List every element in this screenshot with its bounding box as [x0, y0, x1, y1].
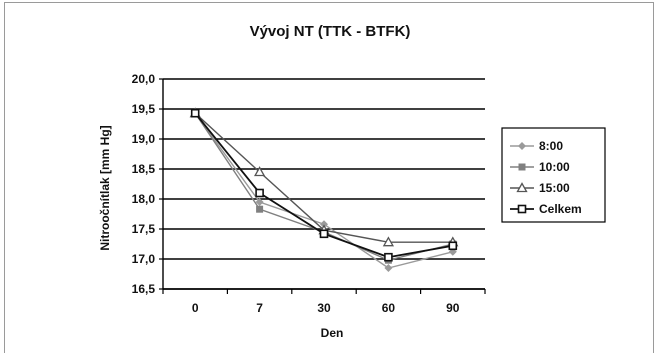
- y-axis-label: Nitroočnítlak [mm Hg]: [98, 125, 112, 250]
- legend-item-1500: 15:00: [510, 181, 570, 195]
- data-point-800: [384, 264, 393, 272]
- data-point-1000: [256, 205, 264, 213]
- y-tick-label: 18,0: [132, 192, 156, 206]
- y-tick-label: 18,5: [132, 162, 156, 176]
- y-tick-labels: 16,5 17,0 17,5 18,0 18,5 19,0 19,5 20,0: [132, 72, 156, 296]
- data-point-celkem: [319, 229, 329, 239]
- x-tick-label: 30: [317, 301, 331, 315]
- y-tick-label: 17,0: [132, 252, 156, 266]
- plot-background: [163, 79, 485, 289]
- y-tick-label: 19,0: [132, 132, 156, 146]
- x-tick-label: 90: [446, 301, 460, 315]
- data-point-800: [320, 220, 328, 229]
- legend-item-800: 8:00: [510, 139, 563, 153]
- x-tick-label: 7: [256, 301, 263, 315]
- x-tick-labels: 0 7 30 60 90: [192, 301, 460, 315]
- x-axis-label: Den: [321, 326, 344, 340]
- data-point-1500: [382, 236, 395, 247]
- chart-frame: [4, 2, 654, 353]
- legend-item-celkem: Celkem: [510, 202, 582, 216]
- data-point-celkem: [255, 188, 264, 198]
- legend: 8:00 10:00 15:00 Celkem: [501, 127, 606, 223]
- legend-swatch-marker: [516, 182, 528, 193]
- data-point-celkem: [448, 241, 458, 251]
- axes: [159, 78, 486, 294]
- data-point-1500: [253, 166, 266, 177]
- chart-title: Vývoj NT (TTK - BTFK): [250, 23, 411, 40]
- data-point-celkem: [190, 108, 200, 118]
- y-tick-label: 16,5: [132, 282, 156, 296]
- legend-label: 15:00: [539, 181, 570, 195]
- y-tick-label: 20,0: [132, 72, 156, 86]
- y-tick-label: 19,5: [132, 102, 156, 116]
- legend-swatch-marker: [518, 142, 526, 150]
- legend-swatch-marker: [517, 204, 527, 214]
- series-celkem: [190, 108, 458, 262]
- y-tick-label: 17,5: [132, 222, 156, 236]
- legend-label: Celkem: [539, 202, 582, 216]
- x-tick-label: 60: [382, 301, 396, 315]
- data-point-celkem: [384, 252, 393, 262]
- legend-swatch-marker: [518, 163, 526, 171]
- legend-label: 8:00: [539, 139, 563, 153]
- legend-item-1000: 10:00: [510, 160, 570, 174]
- series-group: [189, 107, 459, 272]
- legend-label: 10:00: [539, 160, 570, 174]
- plot-area: [163, 79, 485, 289]
- x-tick-label: 0: [192, 301, 199, 315]
- data-point-800: [255, 198, 264, 206]
